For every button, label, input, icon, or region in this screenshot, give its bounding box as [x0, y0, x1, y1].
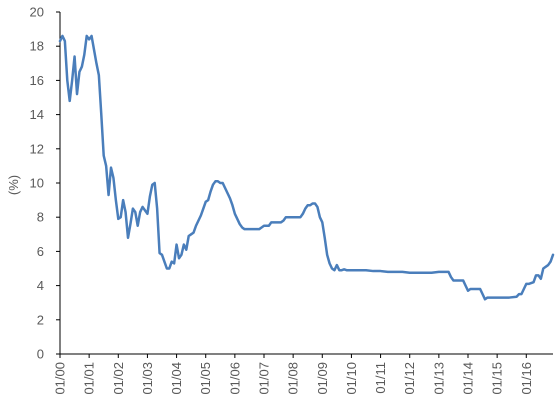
x-tick-label: 01/16	[519, 362, 534, 395]
x-tick-label: 01/13	[431, 362, 446, 395]
x-tick-label: 01/15	[490, 362, 505, 395]
y-tick-label: 16	[30, 73, 44, 88]
x-tick-label: 01/06	[227, 362, 242, 395]
y-tick-label: 14	[30, 107, 44, 122]
x-tick-label: 01/03	[140, 362, 155, 395]
y-tick-label: 4	[37, 278, 44, 293]
y-tick-label: 18	[30, 39, 44, 54]
x-tick-label: 01/05	[198, 362, 213, 395]
y-axis: 0 2 4 6 8 10 12 14 16 18 20	[30, 5, 61, 362]
x-tick-label: 01/00	[53, 362, 68, 395]
x-tick-label: 01/14	[461, 362, 476, 395]
x-tick-label: 01/07	[257, 362, 272, 395]
x-tick-label: 01/02	[111, 362, 126, 395]
x-tick-label: 01/10	[344, 362, 359, 395]
x-tick-label: 01/08	[286, 362, 301, 395]
x-tick-label: 01/12	[402, 362, 417, 395]
series-line	[58, 34, 555, 301]
y-tick-label: 6	[37, 244, 44, 259]
x-axis: 01/00 01/01 01/02 01/03 01/04 01/05 01/06 01/07…	[53, 353, 553, 395]
x-tick-label: 01/09	[315, 362, 330, 395]
y-tick-label: 10	[30, 176, 44, 191]
y-tick-label: 12	[30, 141, 44, 156]
series-group	[58, 34, 555, 301]
x-tick-label: 01/01	[82, 362, 97, 395]
y-tick-label: 2	[37, 312, 44, 327]
y-tick-label: 8	[37, 210, 44, 225]
y-axis-title: (%)	[6, 175, 21, 195]
y-tick-label: 20	[30, 5, 44, 20]
x-tick-label: 01/11	[373, 362, 388, 394]
x-tick-label: 01/04	[169, 362, 184, 395]
y-tick-label: 0	[37, 347, 44, 362]
